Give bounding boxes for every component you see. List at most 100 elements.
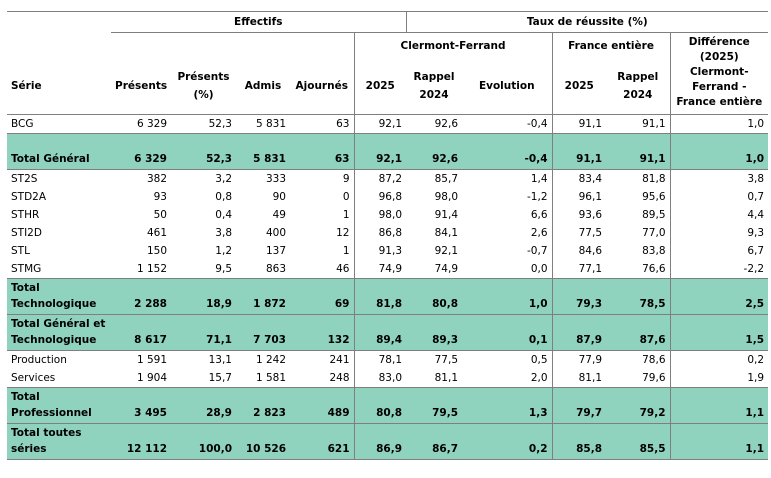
cell-taux-2024: 92,6 (406, 133, 463, 170)
cell-taux-2024: 85,7 (434, 173, 459, 185)
cell-france-2025: 77,5 (551, 224, 607, 242)
cell-taux-2024: 74,9 (434, 263, 459, 275)
cell-serie: STHR (11, 209, 40, 221)
col-2025: 2025 (353, 58, 407, 115)
cell-evolution: 0,5 (530, 354, 548, 366)
cell-evolution: -1,2 (527, 191, 548, 203)
table-row: ST2S 382 3,2 333 9 87,2 85,7 1,4 83,4 81,8 3,8 (7, 169, 769, 188)
cell-taux-2025: 98,0 (353, 206, 407, 224)
cell-ajournes: 621 (290, 423, 354, 460)
cell-france-2025: 85,8 (551, 423, 607, 460)
cell-taux-2024: 92,6 (406, 114, 463, 134)
cell-france-2024: 85,5 (606, 423, 671, 460)
col-rappel-2024: Rappel 2024 (413, 71, 455, 102)
table-row-total: Total Général 6 329 52,3 5 831 63 92,1 92,6 -0,… (7, 133, 769, 170)
cell-france-2024: 81,8 (642, 173, 666, 185)
cell-difference: 1,1 (669, 387, 769, 424)
table-row: STHR 50 0,4 49 1 98,0 91,4 6,6 93,6 89,5 4,4 (7, 206, 769, 224)
cell-difference: 3,8 (669, 169, 769, 188)
cell-presents-pct: 52,3 (171, 114, 236, 134)
cell-presents: 1 152 (136, 263, 167, 275)
col-admis: Admis (244, 80, 282, 93)
cell-ajournes: 1 (342, 245, 350, 257)
cell-france-2024: 78,6 (642, 354, 666, 366)
cell-ajournes: 241 (329, 354, 350, 366)
cell-france-2024: 76,6 (642, 263, 666, 275)
table-row: Production 1 591 13,1 1 242 241 78,1 77,5 0,5 77… (7, 350, 769, 369)
table-row: BCG 6 329 52,3 5 831 63 92,1 92,6 -0,4 91,1 91,1 1… (7, 114, 769, 134)
cell-presents: 50 (153, 209, 167, 221)
cell-france-2025: 91,1 (551, 133, 607, 170)
cell-taux-2025: 92,1 (353, 114, 407, 134)
header-effectifs: Effectifs (111, 11, 407, 33)
cell-ajournes: 132 (290, 314, 354, 351)
cell-france-2024: 95,6 (642, 191, 666, 203)
results-table: Effectifs Taux de réussite (%) Clermont-… (7, 11, 769, 460)
cell-admis: 333 (265, 173, 286, 185)
cell-evolution: 1,3 (462, 387, 553, 424)
cell-taux-2025: 96,8 (353, 188, 407, 206)
cell-admis: 90 (272, 191, 286, 203)
cell-difference: 9,3 (669, 224, 769, 242)
cell-admis: 400 (265, 227, 286, 239)
cell-presents-pct: 18,9 (171, 278, 236, 315)
cell-presents: 3 495 (111, 387, 171, 424)
cell-france-2025: 84,6 (551, 242, 607, 260)
table-row-total: Total Professionnel 3 495 28,9 2 823 489 80,8… (7, 387, 769, 424)
cell-france-2025: 91,1 (551, 114, 607, 134)
cell-presents-pct: 28,9 (171, 387, 236, 424)
cell-difference: 0,7 (669, 188, 769, 206)
cell-ajournes: 63 (290, 133, 354, 170)
cell-evolution: 2,0 (530, 372, 548, 384)
cell-evolution: -0,4 (462, 114, 553, 134)
cell-serie: Total Technologique (7, 278, 111, 315)
cell-taux-2024: 79,5 (406, 387, 463, 424)
cell-france-2024: 87,6 (606, 314, 671, 351)
cell-taux-2025: 78,1 (353, 350, 407, 369)
cell-admis: 137 (265, 245, 286, 257)
cell-serie: Total Général et Technologique (7, 314, 111, 351)
cell-ajournes: 9 (342, 173, 350, 185)
cell-presents-pct: 100,0 (171, 423, 236, 460)
table-row-total: Total Technologique 2 288 18,9 1 872 69 81,8 8… (7, 278, 769, 315)
table-row: Services 1 904 15,7 1 581 248 83,0 81,1 2,0 81,1… (7, 369, 769, 388)
cell-presents: 8 617 (111, 314, 171, 351)
cell-evolution: 6,6 (530, 209, 548, 221)
header-taux-reussite: Taux de réussite (%) (405, 11, 769, 33)
cell-admis: 1 242 (255, 354, 286, 366)
table-header: Effectifs Taux de réussite (%) Clermont-… (7, 11, 769, 115)
cell-ajournes: 46 (336, 263, 350, 275)
cell-presents-pct: 3,2 (215, 173, 232, 185)
cell-serie: STD2A (11, 191, 47, 203)
cell-evolution: 1,4 (530, 173, 548, 185)
cell-evolution: -0,4 (462, 133, 553, 170)
cell-taux-2024: 92,1 (434, 245, 459, 257)
cell-france-2025: 77,1 (551, 260, 607, 279)
table-row: STD2A 93 0,8 90 0 96,8 98,0 -1,2 96,1 95,6 0,7 (7, 188, 769, 206)
cell-admis: 1 872 (236, 278, 290, 315)
table-row-total: Total toutes séries 12 112 100,0 10 526 621 8… (7, 423, 769, 460)
cell-presents: 93 (153, 191, 167, 203)
cell-difference: -2,2 (669, 260, 769, 279)
cell-taux-2025: 86,8 (353, 224, 407, 242)
cell-presents-pct: 71,1 (171, 314, 236, 351)
cell-ajournes: 69 (290, 278, 354, 315)
cell-taux-2025: 89,4 (353, 314, 407, 351)
cell-france-2024: 91,1 (606, 133, 671, 170)
cell-presents: 150 (146, 245, 167, 257)
header-difference: Différence (2025) Clermont-Ferrand - Fra… (669, 32, 769, 115)
cell-taux-2025: 74,9 (353, 260, 407, 279)
cell-admis: 1 581 (255, 372, 286, 384)
cell-evolution: 0,2 (462, 423, 553, 460)
cell-presents: 1 591 (136, 354, 167, 366)
cell-difference: 1,5 (669, 314, 769, 351)
cell-serie: Production (11, 354, 67, 366)
cell-difference: 2,5 (669, 278, 769, 315)
cell-admis: 10 526 (236, 423, 290, 460)
cell-difference: 4,4 (669, 206, 769, 224)
cell-serie: Total Professionnel (7, 387, 111, 424)
cell-france-2024: 89,5 (642, 209, 666, 221)
cell-admis: 5 831 (236, 133, 290, 170)
col-serie: Série (11, 80, 42, 93)
cell-france-2025: 93,6 (551, 206, 607, 224)
